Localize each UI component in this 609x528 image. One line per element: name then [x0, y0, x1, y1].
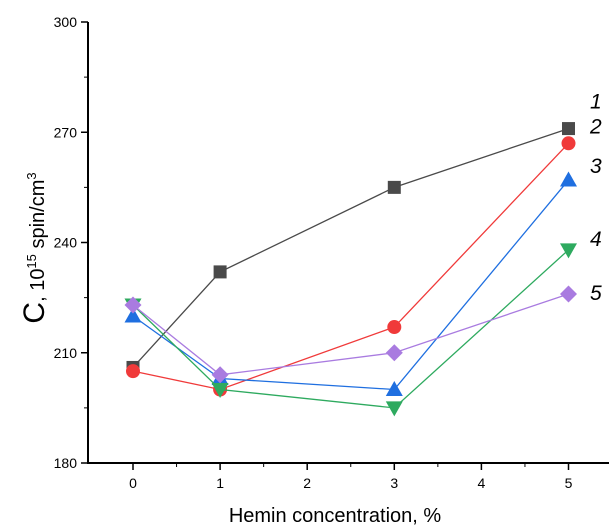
- y-axis-title-factor: , 10: [27, 269, 49, 302]
- data-point: [213, 265, 227, 279]
- series-line: [132, 127, 569, 368]
- data-point: [560, 171, 577, 187]
- data-point: [387, 320, 402, 335]
- data-point: [211, 383, 229, 398]
- y-tick-label: 300: [54, 14, 78, 30]
- y-tick-label: 180: [54, 455, 78, 471]
- y-axis-title-unit-exponent: 3: [24, 172, 39, 179]
- data-point: [562, 122, 575, 136]
- series-1: 1: [126, 91, 602, 374]
- data-point: [387, 180, 401, 194]
- y-axis-title-symbol: C: [18, 302, 51, 324]
- series-label: 1: [590, 91, 602, 114]
- data-point: [126, 364, 140, 379]
- series-3: 3: [124, 155, 602, 396]
- y-axis-title: C, 1015 spin/cm3: [18, 172, 51, 323]
- data-point: [385, 344, 403, 362]
- axes: [87, 22, 609, 464]
- y-tick-label: 240: [54, 235, 78, 251]
- data-point: [385, 401, 403, 417]
- x-axis-title: Hemin concentration, %: [229, 505, 442, 527]
- y-tick-label: 210: [54, 345, 78, 361]
- series-2: 2: [126, 115, 602, 397]
- x-tick-label: 2: [303, 475, 311, 491]
- y-axis-title-unit: spin/cm: [27, 180, 49, 254]
- x-tick-label: 1: [216, 475, 224, 491]
- series-label: 2: [589, 115, 602, 138]
- x-tick-label: 3: [390, 475, 398, 491]
- y-axis-title-exponent: 15: [24, 254, 39, 268]
- series-layer: 12 3 4 5: [124, 91, 602, 417]
- data-point: [385, 381, 403, 396]
- data-point: [124, 307, 142, 323]
- data-point: [211, 366, 229, 384]
- data-point: [124, 296, 142, 314]
- series-label: 4: [590, 228, 602, 251]
- data-point: [560, 243, 577, 259]
- x-tick-label: 0: [129, 475, 137, 491]
- series-label: 5: [590, 282, 602, 305]
- x-ticks: 0 1 2 3 4 5: [129, 463, 573, 491]
- data-point: [561, 136, 576, 151]
- series-label: 3: [590, 155, 602, 178]
- series-line: [132, 249, 569, 409]
- series-line: [132, 142, 569, 391]
- series-line: [132, 293, 569, 376]
- y-tick-label: 270: [54, 124, 78, 140]
- y-ticks: 180 210 240 270 300: [54, 14, 88, 471]
- x-tick-label: 4: [478, 475, 486, 491]
- x-tick-label: 5: [565, 475, 573, 491]
- series-5: 5: [124, 282, 602, 384]
- data-point: [560, 285, 577, 303]
